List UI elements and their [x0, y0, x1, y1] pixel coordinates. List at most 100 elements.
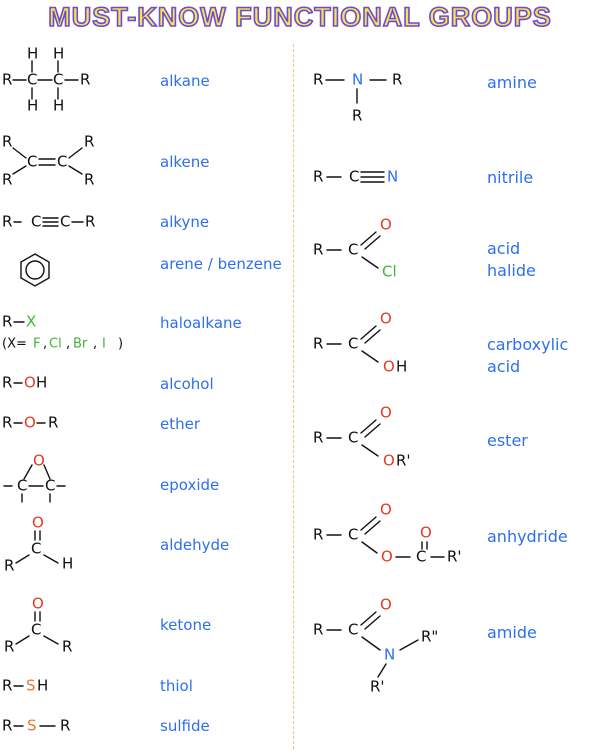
- structure-alkyne: R C C R: [2, 213, 95, 231]
- svg-text:C: C: [348, 526, 358, 544]
- structure-sulfide: R S R: [2, 717, 70, 735]
- svg-text:R: R: [48, 414, 58, 432]
- structure-alkene: R R C C R R: [2, 133, 94, 189]
- svg-text:C: C: [17, 477, 27, 495]
- structure-ketone: O C R R: [4, 595, 72, 656]
- svg-text:R: R: [84, 171, 94, 189]
- svg-text:R: R: [2, 171, 12, 189]
- svg-text:R: R: [313, 335, 323, 353]
- svg-text:R: R: [2, 374, 12, 392]
- svg-text:O: O: [380, 216, 392, 234]
- name-alkyne: alkyne: [160, 213, 210, 231]
- svg-text:R: R: [313, 621, 323, 639]
- svg-text:R: R: [2, 71, 12, 89]
- svg-text:C: C: [348, 241, 358, 259]
- name-carboxylic-acid-line1: carboxylic: [487, 335, 569, 354]
- name-haloalkane: haloalkane: [160, 314, 242, 332]
- svg-text:H: H: [396, 358, 407, 376]
- svg-text:): ): [118, 337, 123, 352]
- svg-text:N: N: [352, 71, 363, 89]
- svg-text:R: R: [313, 429, 323, 447]
- svg-text:R: R: [352, 107, 362, 125]
- structure-thiol: R S H: [2, 677, 48, 695]
- svg-text:C: C: [57, 153, 67, 171]
- svg-text:R: R: [85, 213, 95, 231]
- svg-text:O: O: [420, 524, 432, 542]
- svg-text:C: C: [416, 548, 426, 566]
- svg-text:R: R: [2, 133, 12, 151]
- svg-text:O: O: [380, 404, 392, 422]
- svg-text:X: X: [26, 313, 36, 331]
- svg-text:N: N: [387, 168, 398, 186]
- structure-acid-halide: O R C Cl: [313, 216, 397, 281]
- structure-aldehyde: O C R H: [4, 514, 73, 575]
- structure-ester: O R C O R': [313, 404, 411, 470]
- svg-text:O: O: [380, 310, 392, 328]
- name-thiol: thiol: [160, 677, 193, 695]
- svg-text:C: C: [348, 335, 358, 353]
- structure-anhydride: O R C O C O R': [313, 501, 462, 566]
- column-divider: [293, 44, 294, 749]
- svg-text:S: S: [27, 717, 37, 735]
- name-amine: amine: [487, 73, 537, 92]
- name-alcohol: alcohol: [160, 375, 214, 393]
- svg-text:C: C: [348, 621, 358, 639]
- svg-text:C: C: [31, 213, 41, 231]
- svg-text:N: N: [384, 646, 395, 664]
- svg-text:H: H: [36, 374, 47, 392]
- svg-text:C: C: [31, 621, 41, 639]
- structure-alcohol: R O H: [2, 374, 47, 392]
- svg-text:I: I: [102, 337, 106, 352]
- name-acid-halide-line2: halide: [487, 261, 536, 280]
- structure-carboxylic-acid: O R C O H: [313, 310, 407, 376]
- svg-text:C: C: [53, 71, 63, 89]
- svg-text:R: R: [313, 241, 323, 259]
- svg-text:H: H: [27, 97, 38, 115]
- svg-text:C: C: [31, 540, 41, 558]
- svg-text:Br: Br: [73, 337, 88, 352]
- name-arene: arene / benzene: [160, 255, 282, 273]
- svg-text:R: R: [80, 71, 90, 89]
- structure-alkane: R C C R H H H H: [2, 45, 90, 115]
- svg-text:O: O: [32, 514, 44, 532]
- svg-text:R: R: [60, 717, 70, 735]
- svg-text:R: R: [2, 213, 12, 231]
- svg-text:Cl: Cl: [49, 337, 62, 352]
- name-alkene: alkene: [160, 153, 210, 171]
- svg-text:R: R: [2, 717, 12, 735]
- name-acid-halide-line1: acid: [487, 239, 521, 258]
- structure-epoxide: O C C: [3, 452, 66, 503]
- name-aldehyde: aldehyde: [160, 536, 230, 554]
- svg-text:R: R: [4, 638, 14, 656]
- svg-text:R: R: [313, 526, 323, 544]
- structure-haloalkane: R X (X= F , Cl , Br , I ): [2, 313, 123, 352]
- svg-text:O: O: [24, 374, 36, 392]
- svg-text:O: O: [381, 548, 393, 566]
- structure-amide: O R C N R" R': [313, 596, 438, 696]
- svg-text:R": R": [421, 628, 438, 646]
- svg-text:R': R': [370, 678, 385, 696]
- structure-ether: R O R: [2, 414, 58, 432]
- name-nitrile: nitrile: [487, 168, 534, 187]
- structure-amine: R N R R: [313, 71, 402, 125]
- name-ketone: ketone: [160, 616, 212, 634]
- svg-text:R: R: [84, 133, 94, 151]
- svg-text:,: ,: [93, 337, 97, 352]
- svg-text:C: C: [27, 71, 37, 89]
- svg-text:C: C: [349, 168, 359, 186]
- svg-text:(X=: (X=: [2, 337, 27, 352]
- svg-text:O: O: [33, 452, 45, 470]
- svg-text:R: R: [313, 168, 323, 186]
- name-carboxylic-acid-line2: acid: [487, 357, 521, 376]
- svg-text:,: ,: [43, 337, 47, 352]
- structure-benzene: [20, 253, 50, 287]
- svg-text:H: H: [27, 45, 38, 63]
- svg-text:H: H: [37, 677, 48, 695]
- svg-text:O: O: [383, 452, 395, 470]
- svg-text:R: R: [2, 677, 12, 695]
- svg-text:F: F: [33, 337, 40, 352]
- svg-text:R: R: [2, 414, 12, 432]
- svg-text:,: ,: [66, 337, 70, 352]
- name-ester: ester: [487, 431, 528, 450]
- svg-text:O: O: [383, 358, 395, 376]
